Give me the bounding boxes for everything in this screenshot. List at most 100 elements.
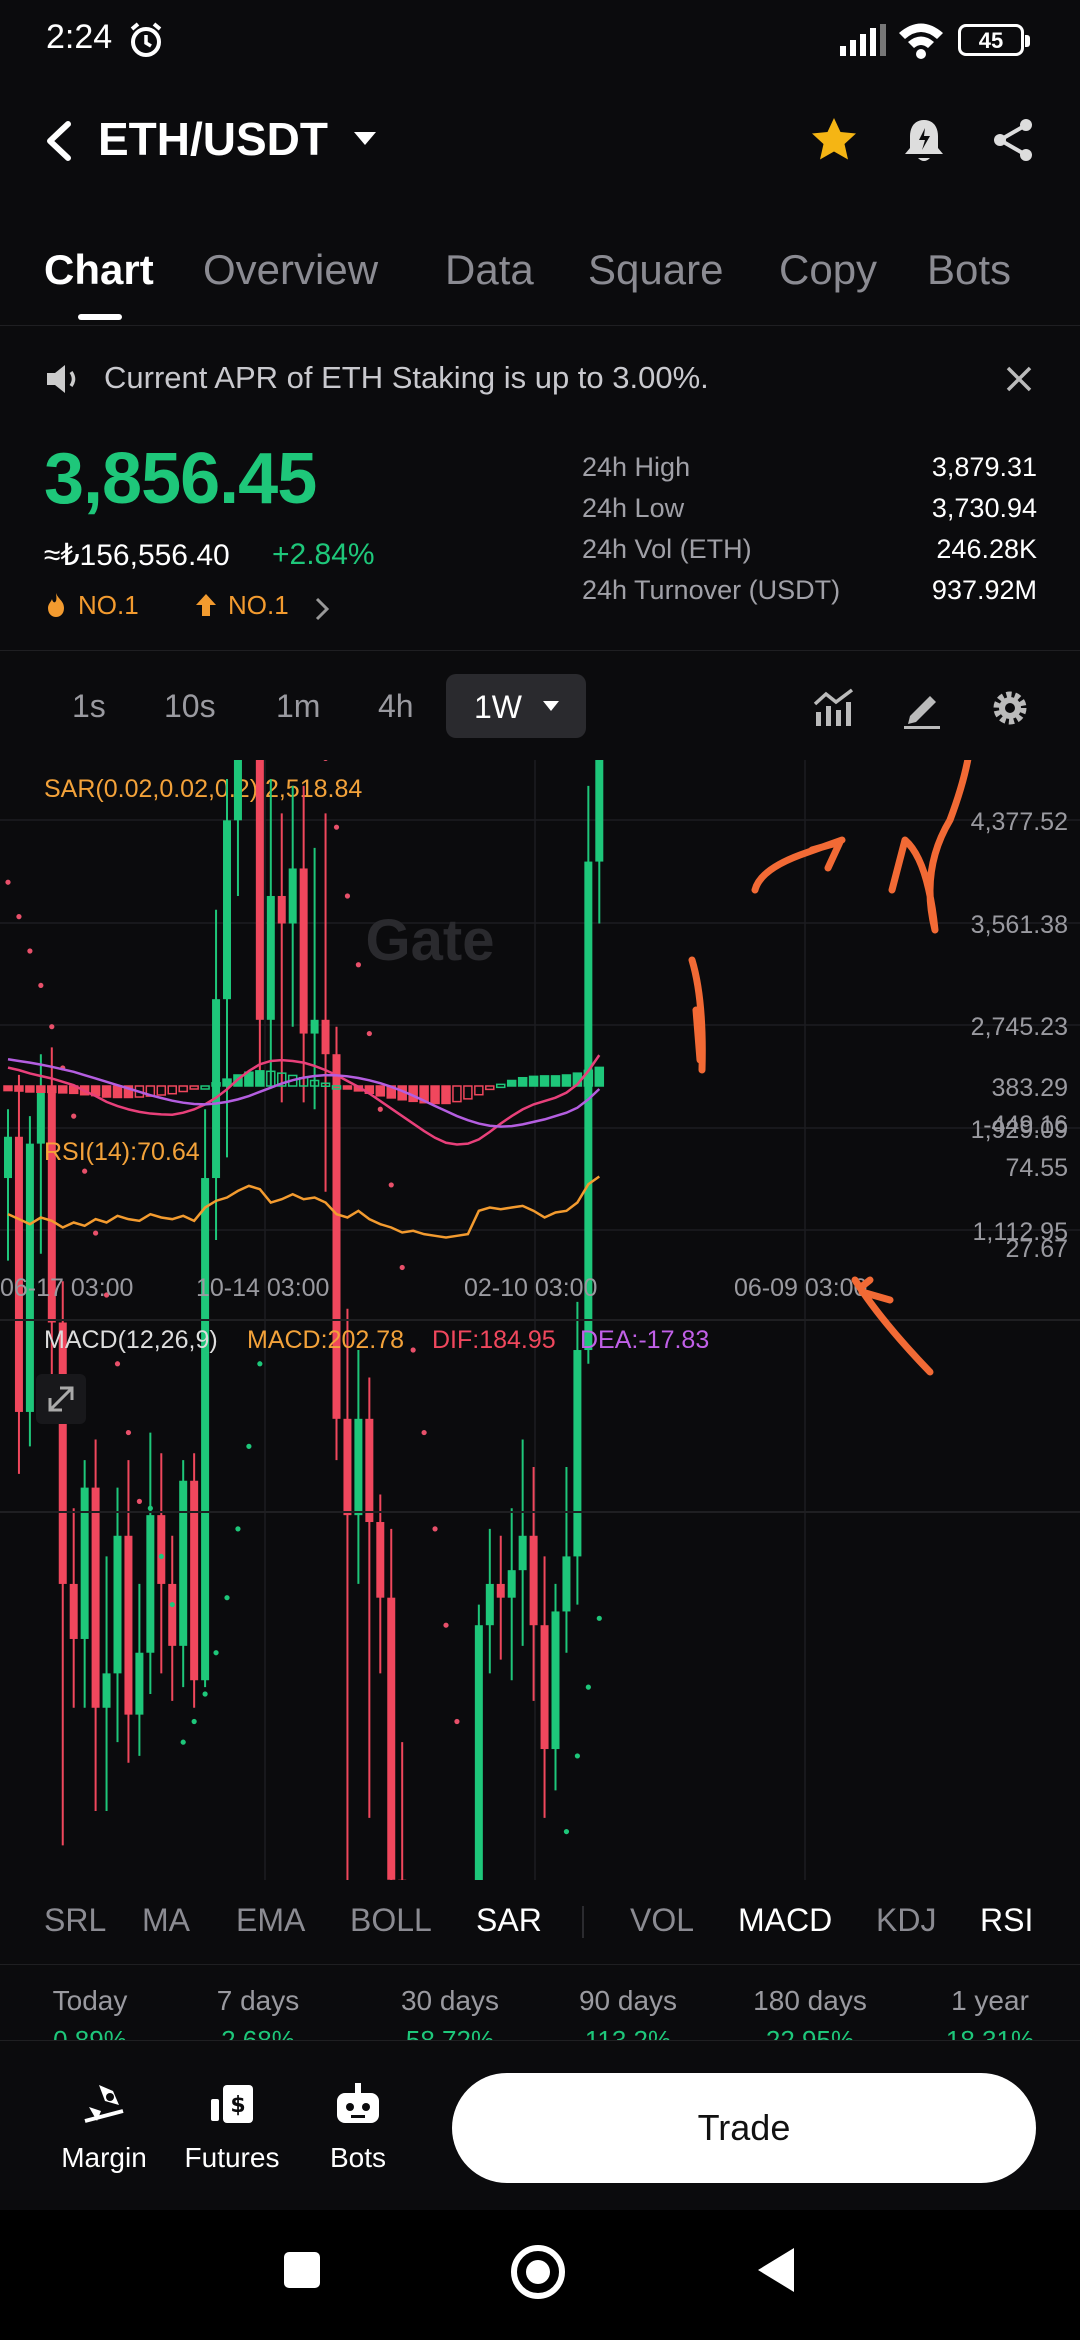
- indicator-macd[interactable]: MACD: [738, 1902, 833, 1938]
- recents-icon[interactable]: [282, 2250, 322, 2290]
- macd-bar: [419, 1085, 429, 1104]
- caret-down-icon[interactable]: [352, 128, 378, 148]
- share-icon[interactable]: [988, 114, 1040, 166]
- indicator-ma[interactable]: MA: [142, 1902, 190, 1938]
- price-chart[interactable]: Gate SAR(0.02,0.02,0.2):2,518.84 4,377.52 3…: [0, 760, 1080, 1880]
- interval-1w-dropdown[interactable]: 1W: [446, 674, 586, 738]
- annotation-stroke: [751, 836, 846, 894]
- sar-dot: [16, 914, 22, 920]
- tab-square[interactable]: Square: [588, 246, 724, 293]
- trade-button[interactable]: Trade: [452, 2073, 1036, 2183]
- indicator-srl[interactable]: SRL: [44, 1902, 107, 1938]
- candle-body: [540, 1625, 549, 1750]
- macd-bar: [123, 1085, 134, 1099]
- candle-body: [485, 1583, 494, 1626]
- back-chevron-icon[interactable]: [40, 118, 80, 164]
- chevron-right-icon[interactable]: [312, 594, 332, 624]
- draw-icon[interactable]: [900, 686, 944, 730]
- interval-10s[interactable]: 10s: [164, 688, 216, 724]
- price-change: +2.84%: [272, 538, 375, 571]
- candle-body: [584, 861, 593, 1351]
- active-tab-indicator: [78, 314, 122, 320]
- indicator-boll[interactable]: BOLL: [350, 1902, 432, 1938]
- candle-body: [102, 1673, 111, 1708]
- wifi-icon: [899, 23, 943, 59]
- dif-line: [7, 1054, 601, 1146]
- annotation-stroke: [888, 760, 972, 934]
- last-price: 3,856.45: [44, 439, 317, 519]
- sar-dot: [169, 1601, 175, 1608]
- tab-bots[interactable]: Bots: [927, 246, 1012, 293]
- sar-dot: [191, 1718, 197, 1725]
- candle-body: [69, 1583, 78, 1639]
- perf-label: 7 days: [216, 1985, 300, 2016]
- svg-text:$: $: [230, 2093, 245, 2118]
- sar-dot: [344, 893, 351, 899]
- rank-badge-hot[interactable]: NO.1: [44, 590, 139, 621]
- macd-label: MACD(12,26,9): [44, 1326, 218, 1354]
- macd-bar: [550, 1075, 561, 1087]
- star-icon[interactable]: [808, 114, 860, 166]
- bell-icon[interactable]: [898, 114, 950, 166]
- candle-body: [179, 1480, 188, 1646]
- candle-body: [288, 868, 297, 924]
- macd-bar: [156, 1085, 167, 1096]
- section-divider: [0, 650, 1080, 651]
- candle-body: [168, 1583, 177, 1646]
- macd-value: MACD:202.78: [247, 1326, 404, 1354]
- bots-icon: [337, 2083, 379, 2123]
- fiat-price: ≈₺156,556.40: [44, 539, 230, 572]
- futures-button[interactable]: $ Futures: [172, 2081, 292, 2174]
- macd-bar: [441, 1085, 451, 1105]
- indicator-icon[interactable]: [812, 686, 856, 730]
- macd-bar: [211, 1082, 221, 1087]
- bots-button[interactable]: Bots: [298, 2081, 418, 2174]
- interval-1m[interactable]: 1m: [276, 688, 321, 724]
- rsi-line: [7, 1175, 601, 1239]
- home-icon[interactable]: [510, 2244, 566, 2300]
- rank-badge-gainer[interactable]: NO.1: [194, 590, 289, 621]
- alarm-icon: [130, 22, 162, 57]
- indicator-sar[interactable]: SAR: [476, 1902, 542, 1938]
- sar-dot: [366, 1030, 372, 1037]
- indicator-tabs: SRL MA EMA BOLL SAR VOL MACD KDJ RSI: [0, 1890, 1080, 1950]
- interval-4h[interactable]: 4h: [378, 688, 414, 724]
- margin-button[interactable]: Margin: [44, 2081, 164, 2174]
- bottom-action-bar: Margin $ Futures Bots Trade: [0, 2040, 1080, 2210]
- tab-chart[interactable]: Chart: [44, 246, 154, 293]
- candle-body: [190, 1480, 199, 1681]
- notice-banner[interactable]: Current APR of ETH Staking is up to 3.00…: [0, 344, 1080, 414]
- indicator-kdj[interactable]: KDJ: [876, 1902, 937, 1938]
- pair-title[interactable]: ETH/USDT: [98, 113, 328, 165]
- sar-dot: [180, 1739, 186, 1745]
- back-nav-icon[interactable]: [756, 2246, 796, 2294]
- perf-cell: 30 days 58.72%: [360, 1965, 540, 2040]
- indicator-vol[interactable]: VOL: [630, 1902, 695, 1938]
- candle-body: [157, 1515, 166, 1584]
- macd-bar: [528, 1075, 539, 1087]
- macd-bar: [58, 1085, 68, 1094]
- candle-body: [299, 868, 308, 1034]
- annotation-stroke: [851, 1276, 934, 1376]
- sar-dot: [388, 1182, 394, 1188]
- indicator-ema[interactable]: EMA: [236, 1902, 306, 1938]
- sar-dot: [114, 1361, 121, 1367]
- indicator-rsi[interactable]: RSI: [980, 1902, 1034, 1938]
- expand-icon[interactable]: [36, 1374, 86, 1424]
- tab-copy[interactable]: Copy: [779, 246, 878, 293]
- perf-label: 180 days: [753, 1985, 867, 2016]
- chart-watermark: Gate: [366, 908, 495, 973]
- stat-row: 24h Turnover (USDT) 937.92M: [582, 575, 1037, 616]
- macd-bar: [320, 1082, 331, 1087]
- sar-dot: [125, 1429, 132, 1436]
- interval-1s[interactable]: 1s: [72, 688, 106, 724]
- caret-down-icon: [543, 701, 559, 711]
- close-icon[interactable]: [1004, 364, 1034, 394]
- stat-label: 24h High: [582, 452, 691, 482]
- tab-overview[interactable]: Overview: [203, 246, 379, 293]
- sar-label: SAR(0.02,0.02,0.2):2,518.84: [44, 775, 362, 803]
- x-axis-tick: 02-10 03:00: [464, 1274, 597, 1302]
- candle-body: [387, 1597, 396, 1880]
- settings-icon[interactable]: [988, 686, 1032, 730]
- tab-data[interactable]: Data: [445, 246, 534, 293]
